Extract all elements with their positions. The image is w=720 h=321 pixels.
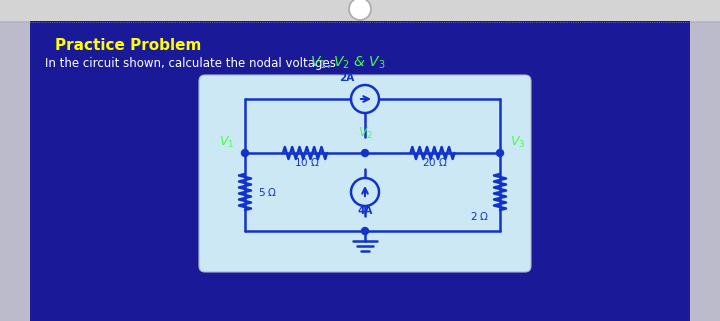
Circle shape (361, 228, 369, 235)
Text: 10 $\Omega$: 10 $\Omega$ (294, 156, 320, 168)
Circle shape (497, 150, 503, 157)
Text: $\mathit{V}_2$: $\mathit{V}_2$ (359, 126, 374, 141)
Text: In the circuit shown, calculate the nodal voltages: In the circuit shown, calculate the noda… (45, 57, 340, 70)
Text: $\mathit{V}_1$: $\mathit{V}_1$ (220, 135, 235, 150)
Text: Practice Problem: Practice Problem (55, 38, 202, 53)
Circle shape (241, 150, 248, 157)
Text: 20 $\Omega$: 20 $\Omega$ (421, 156, 447, 168)
Circle shape (351, 85, 379, 113)
FancyBboxPatch shape (690, 0, 720, 321)
Text: 5 $\Omega$: 5 $\Omega$ (258, 186, 277, 198)
Text: 4A: 4A (357, 206, 373, 216)
FancyBboxPatch shape (0, 0, 720, 21)
Text: 2A: 2A (339, 73, 355, 83)
Text: 2 $\Omega$: 2 $\Omega$ (470, 210, 490, 222)
Text: $\mathit{V}_{\mathit{1}}$$,\mathit{V}_{\mathit{2}}$ & $\mathit{V}_{\mathit{3}}$: $\mathit{V}_{\mathit{1}}$$,\mathit{V}_{\… (310, 55, 386, 71)
Text: $\mathit{V}_3$: $\mathit{V}_3$ (510, 135, 526, 150)
FancyBboxPatch shape (199, 75, 531, 272)
Circle shape (351, 178, 379, 206)
Circle shape (349, 0, 371, 20)
Circle shape (361, 150, 369, 157)
FancyBboxPatch shape (0, 0, 30, 321)
